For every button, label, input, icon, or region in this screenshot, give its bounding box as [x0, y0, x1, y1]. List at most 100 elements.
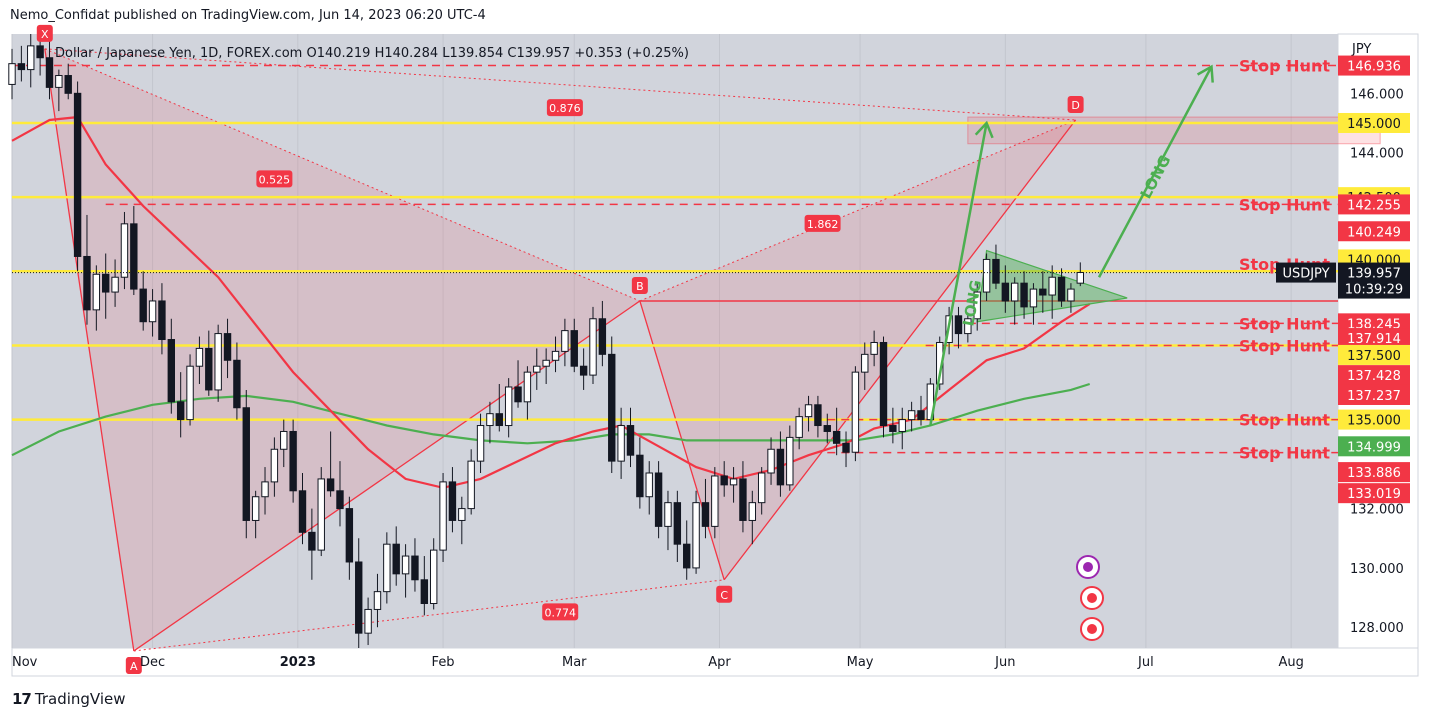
ratio-label: 0.774 — [542, 603, 579, 621]
candle — [767, 437, 775, 485]
candle — [851, 366, 860, 462]
candle — [879, 336, 888, 438]
price-tag-text: 145.000 — [1347, 117, 1401, 132]
candle-body — [289, 430, 297, 492]
ratio-label-box — [256, 170, 293, 188]
candle-body — [336, 490, 344, 510]
price-tag: 137.237 — [1338, 384, 1410, 405]
price-tag-box — [1338, 112, 1410, 133]
candle — [757, 467, 766, 515]
candle — [608, 336, 616, 473]
candle-body — [242, 407, 250, 521]
candle-body — [317, 478, 325, 551]
candle-body — [73, 92, 82, 257]
candle — [429, 538, 438, 610]
candle-body — [448, 481, 457, 521]
candle-body — [1076, 271, 1084, 284]
candle-body — [767, 448, 775, 474]
candle-body — [467, 460, 475, 510]
harmonic-point-d: D — [1067, 96, 1084, 114]
candle-body — [148, 300, 157, 323]
candle-body — [1048, 276, 1056, 296]
price-tag-text: 146.936 — [1347, 60, 1401, 75]
harmonic-point-box — [36, 24, 53, 42]
candle — [954, 306, 963, 349]
candle — [83, 214, 91, 325]
ratio-label-text: 0.876 — [549, 102, 581, 115]
tradingview-footer[interactable]: 17 TradingView — [12, 690, 126, 708]
price-tag: 137.500 — [1338, 344, 1410, 365]
candle-body — [308, 531, 316, 551]
price-tag: 134.999 — [1338, 436, 1410, 457]
candle — [411, 538, 419, 592]
price-tag-text: 134.999 — [1347, 440, 1401, 455]
ratio-label: 0.525 — [256, 170, 293, 188]
candle — [692, 490, 700, 574]
price-tag-text: 137.428 — [1347, 369, 1401, 384]
current-countdown: 10:39:29 — [1345, 283, 1403, 298]
price-tag: 133.886 — [1338, 462, 1410, 483]
candle — [964, 312, 972, 343]
harmonic-point-c: C — [716, 585, 733, 603]
candle-body — [786, 436, 794, 486]
harmonic-point-b: B — [631, 276, 648, 294]
candle — [439, 472, 447, 562]
candle — [17, 45, 26, 82]
d-zone — [967, 116, 1381, 145]
tradingview-brand: TradingView — [34, 690, 126, 708]
time-tick-label: Aug — [1278, 655, 1303, 670]
candle-body — [654, 472, 663, 527]
candle-body — [486, 413, 494, 427]
long-arrow-1-head — [974, 120, 994, 139]
candle-body — [383, 543, 391, 593]
candle-body — [326, 478, 335, 492]
candle — [907, 401, 916, 432]
price-tag-box — [1338, 409, 1410, 430]
candle — [420, 556, 429, 616]
candle — [392, 526, 400, 586]
candle-body — [392, 543, 400, 575]
candle-body — [982, 258, 991, 293]
us-flag-icon — [1080, 586, 1104, 610]
candle — [654, 461, 663, 539]
event-icon-dot — [1087, 624, 1097, 634]
candle — [1067, 283, 1075, 313]
candle-body — [1029, 288, 1038, 308]
candle — [186, 354, 194, 426]
candle-body — [814, 404, 822, 427]
candle — [1039, 271, 1047, 313]
candle-body — [692, 502, 700, 569]
candle — [308, 508, 316, 580]
candle-body — [973, 291, 981, 320]
candle-body — [111, 276, 119, 293]
lightning-icon — [1076, 555, 1100, 579]
candle — [102, 253, 110, 319]
candle — [645, 461, 653, 515]
candle-body — [533, 365, 541, 373]
candle-body — [158, 300, 166, 341]
candle — [861, 342, 869, 390]
candle-body — [261, 481, 269, 498]
candle — [111, 259, 119, 307]
candle-body — [954, 315, 963, 335]
candle-body — [17, 63, 26, 71]
candle — [467, 449, 475, 515]
candle-body — [551, 350, 560, 361]
candle — [626, 407, 635, 468]
harmonic-point-box — [125, 656, 142, 674]
stop-hunt-label: Stop Hunt — [1239, 336, 1330, 355]
candle-body — [504, 386, 513, 427]
candle — [636, 437, 644, 509]
candle-body — [411, 555, 419, 581]
price-tag: 142.255 — [1338, 194, 1410, 215]
price-tag-text: 137.914 — [1347, 332, 1401, 347]
candle — [27, 34, 35, 88]
candle — [280, 419, 288, 468]
harmonic-point-label: D — [1071, 99, 1079, 112]
candle — [205, 330, 213, 396]
time-tick-label: May — [847, 655, 874, 670]
price-tick-label: 146.000 — [1350, 87, 1404, 102]
price-tag-box — [1338, 483, 1410, 504]
candle-body — [683, 543, 691, 569]
